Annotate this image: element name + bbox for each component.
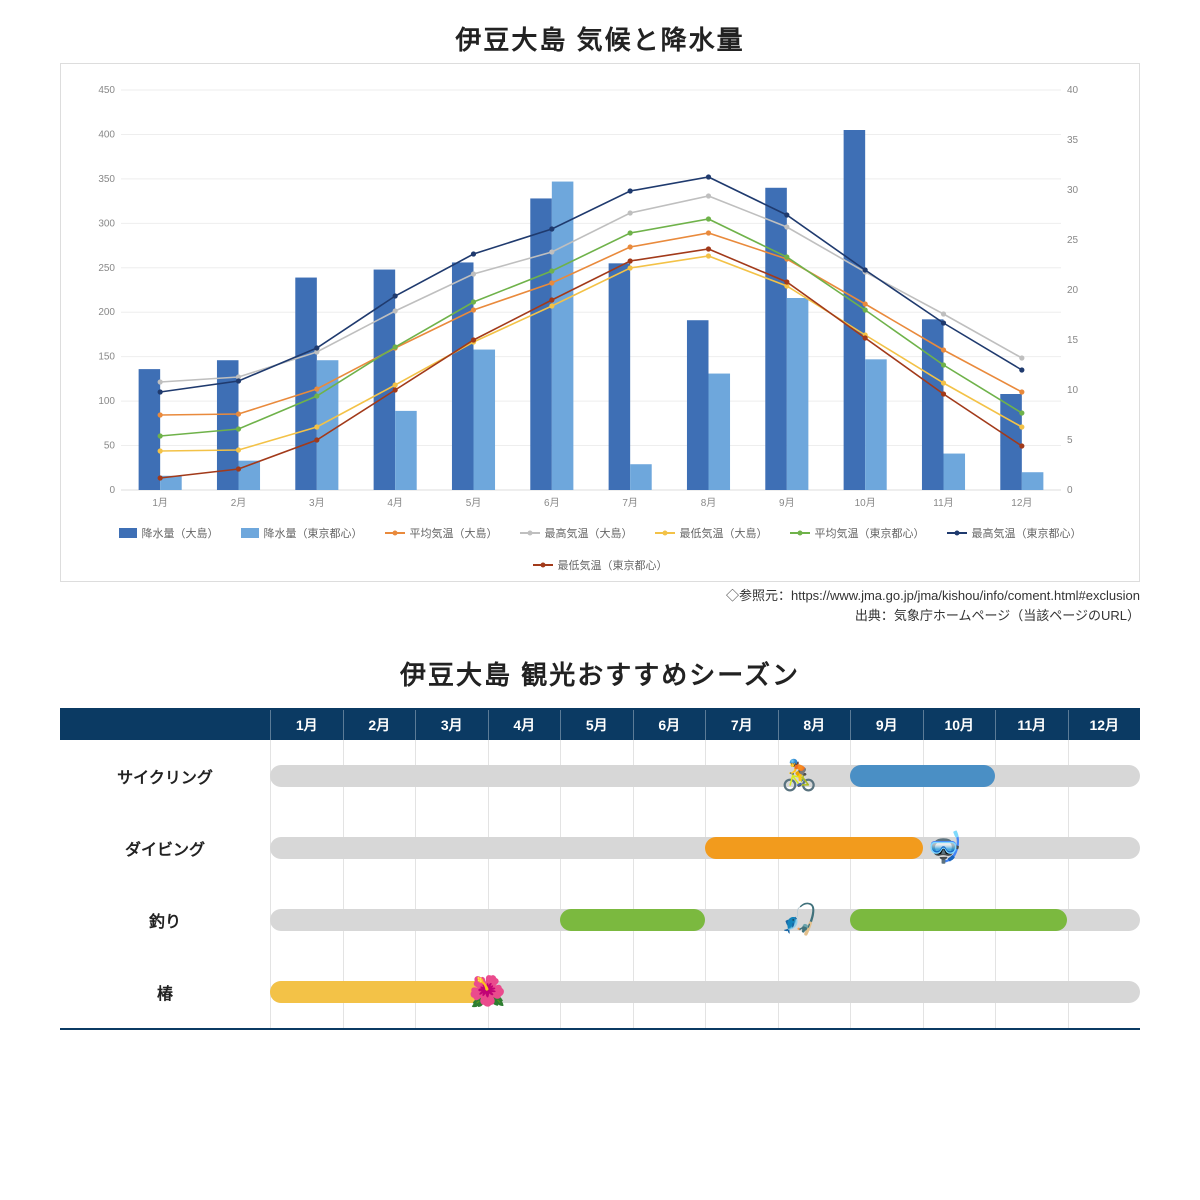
citation-line2: 出典：気象庁ホームページ（当該ページのURL） [60, 606, 1140, 626]
svg-text:5月: 5月 [466, 497, 482, 509]
chart-title: 伊豆大島 気候と降水量 [60, 20, 1140, 57]
legend-item: 降水量（東京都心） [241, 525, 363, 541]
season-month-cell: 3月 [415, 710, 488, 740]
svg-text:450: 450 [98, 85, 115, 96]
season-month-cell: 2月 [343, 710, 416, 740]
svg-text:5: 5 [1067, 435, 1073, 446]
season-row: 椿🌺 [60, 956, 1140, 1028]
svg-text:200: 200 [98, 307, 115, 318]
season-month-cell: 8月 [778, 710, 851, 740]
season-track: 🚴 [270, 740, 1140, 812]
citation: ◇参照元：https://www.jma.go.jp/jma/kishou/in… [60, 586, 1140, 625]
legend-item: 平均気温（大島） [385, 525, 498, 541]
season-month-cell: 7月 [705, 710, 778, 740]
season-row: サイクリング🚴 [60, 740, 1140, 812]
season-bar-segment [850, 909, 1068, 931]
citation-line1: ◇参照元：https://www.jma.go.jp/jma/kishou/in… [60, 586, 1140, 606]
svg-text:4月: 4月 [387, 497, 403, 509]
season-month-cell: 4月 [488, 710, 561, 740]
svg-text:400: 400 [98, 129, 115, 140]
svg-text:8月: 8月 [701, 497, 717, 509]
season-row-label: サイクリング [60, 764, 270, 788]
svg-text:50: 50 [104, 441, 116, 452]
svg-text:350: 350 [98, 174, 115, 185]
season-month-cell: 1月 [270, 710, 343, 740]
svg-text:30: 30 [1067, 185, 1079, 196]
season-month-cell: 6月 [633, 710, 706, 740]
svg-text:9月: 9月 [779, 497, 795, 509]
legend-item: 最低気温（大島） [655, 525, 768, 541]
season-row: 釣り🎣 [60, 884, 1140, 956]
svg-text:300: 300 [98, 218, 115, 229]
climate-chart: 0 50 100 150 200 250 300 350 400 450 0 5 10 15 20 25 30 3… [60, 63, 1140, 582]
svg-text:2月: 2月 [231, 497, 247, 509]
season-bar-segment [850, 765, 995, 787]
svg-text:150: 150 [98, 352, 115, 363]
svg-text:20: 20 [1067, 285, 1079, 296]
svg-text:11月: 11月 [933, 497, 953, 509]
svg-text:40: 40 [1067, 85, 1079, 96]
svg-text:10: 10 [1067, 385, 1079, 396]
legend-item: 最低気温（東京都心） [533, 557, 668, 573]
season-track: 🎣 [270, 884, 1140, 956]
svg-text:25: 25 [1067, 235, 1079, 246]
svg-text:15: 15 [1067, 335, 1079, 346]
svg-text:7月: 7月 [622, 497, 638, 509]
svg-text:250: 250 [98, 263, 115, 274]
svg-text:35: 35 [1067, 135, 1079, 146]
season-bar-segment [560, 909, 705, 931]
season-row: ダイビング🤿 [60, 812, 1140, 884]
svg-text:0: 0 [1067, 485, 1073, 496]
season-row-label: 釣り [60, 908, 270, 932]
legend-item: 最高気温（東京都心） [947, 525, 1082, 541]
season-track: 🌺 [270, 956, 1140, 1028]
season-bar-segment [270, 981, 488, 1003]
season-title: 伊豆大島 観光おすすめシーズン [60, 655, 1140, 692]
season-row-label: 椿 [60, 980, 270, 1004]
season-month-cell: 12月 [1068, 710, 1141, 740]
svg-text:6月: 6月 [544, 497, 560, 509]
season-row-label: ダイビング [60, 836, 270, 860]
season-table: 1月2月3月4月5月6月7月8月9月10月11月12月 サイクリング🚴ダイビング… [60, 708, 1140, 1030]
season-bar-segment [705, 837, 923, 859]
climate-chart-svg: 0 50 100 150 200 250 300 350 400 450 0 5 10 15 20 25 30 3… [71, 74, 1111, 514]
season-month-cell: 5月 [560, 710, 633, 740]
svg-text:10月: 10月 [855, 497, 876, 509]
season-header: 1月2月3月4月5月6月7月8月9月10月11月12月 [60, 710, 1140, 740]
season-month-cell: 10月 [923, 710, 996, 740]
svg-text:3月: 3月 [309, 497, 325, 509]
season-track: 🤿 [270, 812, 1140, 884]
legend-item: 最高気温（大島） [520, 525, 633, 541]
svg-text:100: 100 [98, 396, 115, 407]
svg-text:1月: 1月 [152, 497, 168, 509]
chart-legend: 降水量（大島） 降水量（東京都心） 平均気温（大島） 最高気温（大島） 最低気温（大島）… [71, 519, 1129, 577]
legend-item: 平均気温（東京都心） [790, 525, 925, 541]
legend-item: 降水量（大島） [119, 525, 219, 541]
svg-text:12月: 12月 [1011, 497, 1032, 509]
season-month-cell: 11月 [995, 710, 1068, 740]
svg-text:0: 0 [109, 485, 115, 496]
season-month-cell: 9月 [850, 710, 923, 740]
season-bar-bg [270, 765, 1140, 787]
season-body: サイクリング🚴ダイビング🤿釣り🎣椿🌺 [60, 740, 1140, 1028]
